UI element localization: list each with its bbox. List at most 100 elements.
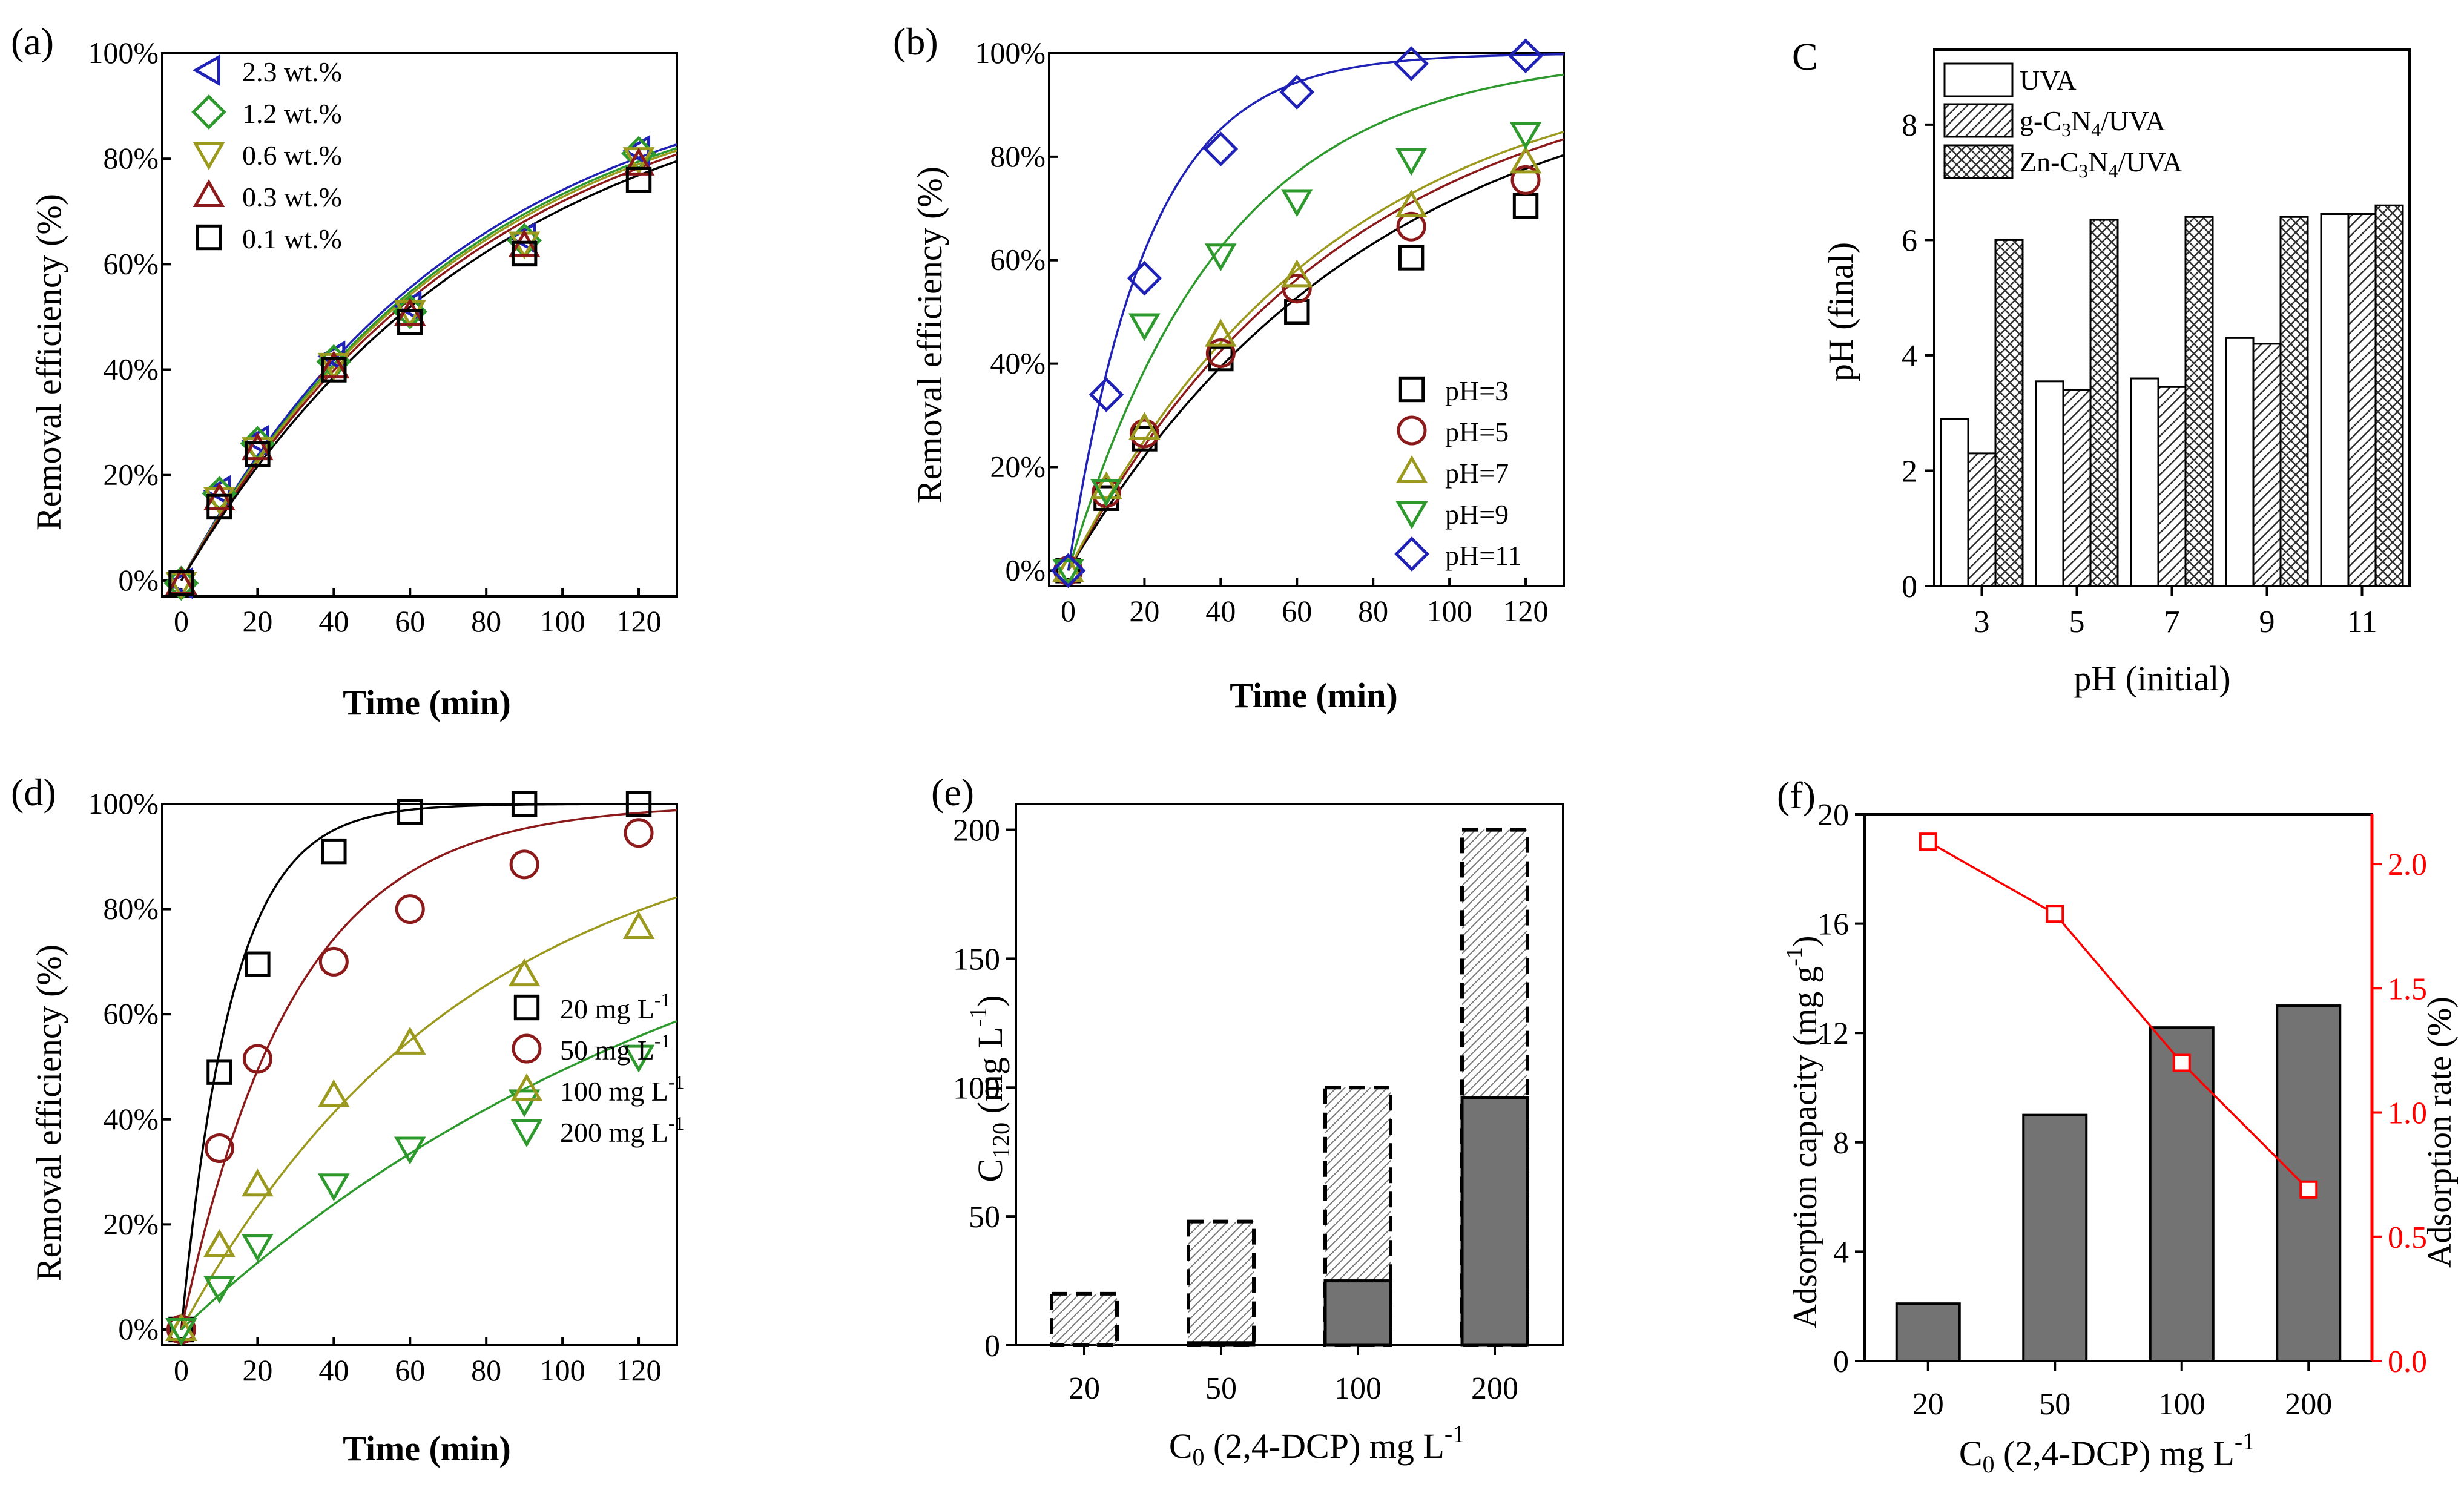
panel-c-xtick-label: 3 [1974,605,1990,639]
panel-a-point [242,437,274,466]
panel-b-point [1509,122,1542,150]
panel-e-residual-bar [1460,1096,1529,1347]
panel-f: (f) C0 (2,4-DCP) mg L-1 Adsorption capac… [1777,774,2459,1478]
panel-a-xtick-label: 0 [174,604,189,638]
panel-e-initial-bar [1187,1219,1256,1347]
panel-b-point [1090,478,1122,507]
panel-d-legend-label: 50 mg L-1 [560,1030,671,1066]
panel-b-point [1128,412,1161,440]
panel-e: (e) C0 (2,4-DCP) mg L-1 C120 (mg L-1) [931,771,1464,1471]
panel-c-bar [2157,386,2187,587]
panel-d-xtick-label: 100 [540,1353,585,1387]
panel-a-legend-label: 2.3 wt.% [242,56,342,87]
panel-a-legend-marker [193,179,225,207]
panel-b-point [1396,211,1426,242]
panel-d-legend-marker [510,1119,543,1148]
panel-a-point [321,357,347,383]
panel-b-plot-frame [1048,52,1565,587]
panel-b-fit-ph-9 [1067,73,1564,571]
panel-d-xtick-label: 60 [395,1353,425,1387]
panel-b-point [1052,559,1084,587]
panel-d-point [206,1059,232,1085]
panel-c-bar [2374,204,2404,587]
panel-a-xtick-label: 60 [395,604,425,638]
legend-label-g-c3n4: g-C3N4/UVA [2020,105,2166,140]
panel-a-ytick-label: 20% [103,458,159,492]
panel-a-point [622,134,651,167]
panel-c-xtick-label: 7 [2164,605,2180,639]
panel-a-legend-marker [191,94,226,130]
panel-e-xtick-label: 50 [1205,1371,1237,1406]
panel-f-ytick-right-label: 2.0 [2388,848,2427,882]
panel-b-xtick-label: 40 [1205,594,1236,628]
panel-e-xtick-label: 200 [1471,1371,1518,1406]
panel-d-point [165,1313,197,1341]
panel-b-point [1205,338,1236,369]
panel-e-xtick-label: 100 [1334,1371,1382,1406]
panel-d-legend-label: 20 mg L-1 [560,989,671,1024]
panel-d-point [622,1044,655,1073]
panel-f-ylabel-left: Adsorption capacity (mg g-1) [1782,935,1824,1328]
panel-d-point [242,1168,274,1197]
panel-b-point [1280,189,1313,217]
panel-e-plot-frame [1015,803,1564,1346]
panel-e-ytick-label: 0 [984,1329,1000,1363]
panel-f-ytick-right-label: 1.0 [2388,1096,2427,1131]
panel-b-ytick-label: 80% [990,139,1046,173]
panel-f-ytick-left-label: 12 [1817,1017,1849,1051]
panel-a-legend-label: 0.1 wt.% [242,223,342,254]
panel-b-xtick-label: 0 [1061,594,1076,628]
panel-f-rate-line [1927,840,2310,1191]
panel-c-xtick-label: 9 [2259,605,2275,639]
panel-b-fit-ph-11 [1067,53,1564,571]
panel-d-plot-frame [161,803,678,1346]
panel-a-point [203,475,231,507]
panel-d-point [204,1133,234,1164]
panel-d-point [624,818,654,848]
panel-b-label: (b) [893,20,938,63]
panel-a-point [625,166,652,193]
panel-e-xlabel: C0 (2,4-DCP) mg L-1 [1169,1420,1464,1471]
panel-d-ylabel: Removal efficiency (%) [29,944,68,1281]
panel-a-legend-label: 0.6 wt.% [242,140,342,171]
panel-d-xtick-label: 40 [318,1353,349,1387]
panel-a-point [242,432,274,461]
panel-f-xlabel: C0 (2,4-DCP) mg L-1 [1959,1428,2255,1478]
legend-label-zn-c3n4: Zn-C3N4/UVA [2020,147,2182,182]
panel-c-ytick-label: 8 [1902,108,1917,143]
panel-d-legend-marker [512,1033,542,1064]
panel-f-ytick-right-label: 0.0 [2388,1345,2427,1379]
panel-a-xtick-label: 40 [318,604,349,638]
panel-b-point [1090,471,1122,499]
panel-f-capacity-bar [2149,1026,2215,1363]
panel-c-bar [2225,337,2255,587]
panel-e-ylabel: C120 (mg L-1) [964,995,1015,1182]
panel-e-residual-bar [1187,1341,1256,1347]
panel-c-ytick-label: 6 [1902,223,1917,258]
panel-a: (a) Time (min) Removal efficiency (%) [11,20,511,722]
panel-d-point [394,1026,426,1055]
panel-d-label: (d) [11,771,56,814]
panel-a-xtick-label: 80 [471,604,501,638]
panel-a-legend-label: 1.2 wt.% [242,98,342,129]
panel-a-fit-0-3-wt- [180,153,677,581]
panel-d-xtick-label: 0 [174,1353,189,1387]
panel-a-fit-0-6-wt- [180,150,677,581]
panel-b-legend-label: pH=7 [1445,458,1509,489]
panel-b-point [1395,189,1428,218]
panel-d-point [242,1044,272,1074]
panel-c-bar [1940,418,1969,587]
panel-a-point [203,487,236,515]
panel-b-point [1282,274,1312,304]
panel-e-ytick-label: 200 [953,814,1000,848]
panel-a-point [168,570,194,596]
panel-d-point [622,911,655,939]
panel-b-ylabel: Removal efficiency (%) [910,166,949,503]
panel-b-point [1050,553,1086,588]
panel-b-ytick-label: 40% [990,346,1046,380]
panel-a-point [508,229,541,257]
panel-d-ytick-label: 60% [103,997,159,1030]
panel-b-xtick-label: 80 [1358,594,1388,628]
panel-d-point [321,838,347,865]
panel-f-ytick-left-label: 4 [1833,1235,1849,1270]
